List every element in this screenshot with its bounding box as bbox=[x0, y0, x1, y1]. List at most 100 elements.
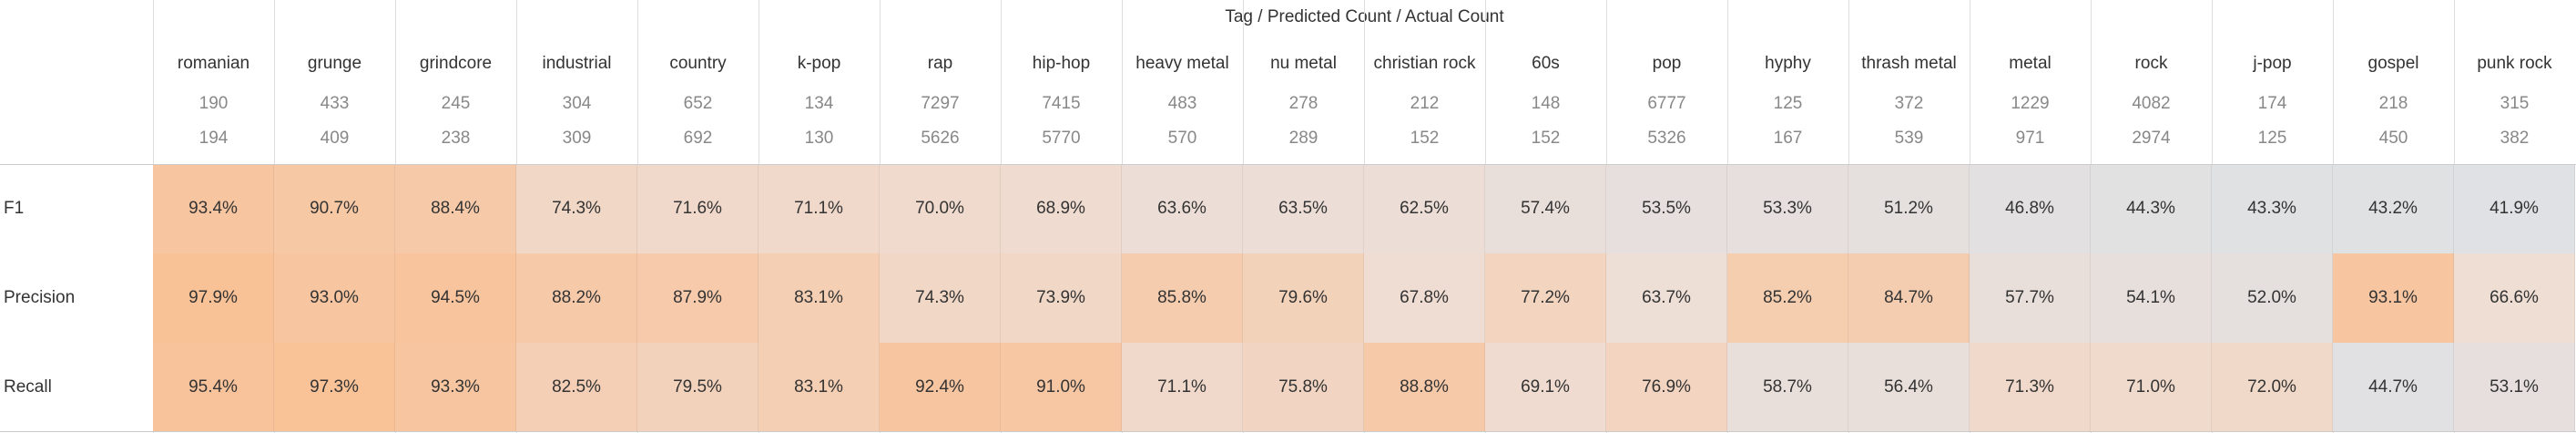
row-label: Precision bbox=[4, 288, 76, 307]
metric-cell: 51.2% bbox=[1848, 164, 1970, 253]
metric-cell: 97.9% bbox=[153, 253, 274, 343]
tag-label: j-pop bbox=[2253, 54, 2292, 73]
tag-label: hip-hop bbox=[1032, 54, 1091, 73]
bottom-rule bbox=[0, 431, 2576, 432]
metric-cell: 63.7% bbox=[1606, 253, 1727, 343]
metric-cell: 56.4% bbox=[1848, 343, 1970, 432]
predicted-count: 245 bbox=[441, 94, 471, 113]
predicted-count: 6777 bbox=[1647, 94, 1686, 113]
tag-label: thrash metal bbox=[1861, 54, 1957, 73]
actual-count: 289 bbox=[1288, 129, 1319, 148]
metric-cell: 71.1% bbox=[759, 164, 880, 253]
predicted-count: 218 bbox=[2378, 94, 2408, 113]
predicted-count: 1229 bbox=[2011, 94, 2050, 113]
metric-cell: 69.1% bbox=[1485, 343, 1606, 432]
metric-cell: 57.7% bbox=[1970, 253, 2091, 343]
actual-count: 309 bbox=[562, 129, 592, 148]
predicted-count: 134 bbox=[804, 94, 834, 113]
tag-label: k-pop bbox=[797, 54, 841, 73]
actual-count: 570 bbox=[1167, 129, 1197, 148]
actual-count: 539 bbox=[1894, 129, 1924, 148]
predicted-count: 278 bbox=[1288, 94, 1319, 113]
metric-cell: 53.1% bbox=[2454, 343, 2575, 432]
metric-cell: 71.6% bbox=[637, 164, 759, 253]
tag-label: gospel bbox=[2367, 54, 2419, 73]
metric-cell: 67.8% bbox=[1364, 253, 1485, 343]
predicted-count: 433 bbox=[320, 94, 350, 113]
metric-cell: 63.6% bbox=[1122, 164, 1243, 253]
predicted-count: 372 bbox=[1894, 94, 1924, 113]
tag-label: rap bbox=[927, 54, 953, 73]
metric-cell: 90.7% bbox=[274, 164, 395, 253]
actual-count: 5770 bbox=[1042, 129, 1081, 148]
metric-cell: 71.0% bbox=[2091, 343, 2212, 432]
actual-count: 5626 bbox=[921, 129, 960, 148]
metric-cell: 85.2% bbox=[1727, 253, 1848, 343]
actual-count: 238 bbox=[441, 129, 471, 148]
metric-cell: 70.0% bbox=[880, 164, 1001, 253]
metric-cell: 76.9% bbox=[1606, 343, 1727, 432]
metric-cell: 93.0% bbox=[274, 253, 395, 343]
metric-cell: 54.1% bbox=[2091, 253, 2212, 343]
tag-label: hyphy bbox=[1765, 54, 1811, 73]
metric-cell: 85.8% bbox=[1122, 253, 1243, 343]
metric-cell: 74.3% bbox=[516, 164, 637, 253]
metric-cell: 88.2% bbox=[516, 253, 637, 343]
row-label: Recall bbox=[4, 377, 52, 397]
metric-cell: 95.4% bbox=[153, 343, 274, 432]
tag-label: 60s bbox=[1532, 54, 1560, 73]
actual-count: 450 bbox=[2378, 129, 2408, 148]
actual-count: 5326 bbox=[1647, 129, 1686, 148]
actual-count: 125 bbox=[2257, 129, 2287, 148]
metric-cell: 88.8% bbox=[1364, 343, 1485, 432]
predicted-count: 315 bbox=[2500, 94, 2530, 113]
metric-cell: 63.5% bbox=[1243, 164, 1364, 253]
metric-cell: 72.0% bbox=[2212, 343, 2333, 432]
tag-label: romanian bbox=[177, 54, 250, 73]
metric-cell: 74.3% bbox=[880, 253, 1001, 343]
metric-cell: 44.7% bbox=[2333, 343, 2454, 432]
actual-count: 167 bbox=[1773, 129, 1803, 148]
metric-cell: 75.8% bbox=[1243, 343, 1364, 432]
metric-cell: 66.6% bbox=[2454, 253, 2575, 343]
predicted-count: 174 bbox=[2257, 94, 2287, 113]
metric-cell: 46.8% bbox=[1970, 164, 2091, 253]
metric-cell: 68.9% bbox=[1001, 164, 1122, 253]
metric-cell: 83.1% bbox=[759, 343, 880, 432]
metric-cell: 43.3% bbox=[2212, 164, 2333, 253]
metric-cell: 94.5% bbox=[395, 253, 516, 343]
metric-cell: 91.0% bbox=[1001, 343, 1122, 432]
actual-count: 194 bbox=[199, 129, 229, 148]
metric-cell: 41.9% bbox=[2454, 164, 2575, 253]
predicted-count: 483 bbox=[1167, 94, 1197, 113]
metric-cell: 53.3% bbox=[1727, 164, 1848, 253]
metric-cell: 77.2% bbox=[1485, 253, 1606, 343]
metric-cell: 92.4% bbox=[880, 343, 1001, 432]
metric-cell: 57.4% bbox=[1485, 164, 1606, 253]
predicted-count: 212 bbox=[1410, 94, 1440, 113]
tag-label: industrial bbox=[542, 54, 612, 73]
metric-cell: 73.9% bbox=[1001, 253, 1122, 343]
header-rule bbox=[0, 164, 2576, 165]
metric-cell: 43.2% bbox=[2333, 164, 2454, 253]
row-label: F1 bbox=[4, 199, 25, 218]
metric-cell: 88.4% bbox=[395, 164, 516, 253]
predicted-count: 4082 bbox=[2132, 94, 2171, 113]
metric-cell: 84.7% bbox=[1848, 253, 1970, 343]
metric-cell: 44.3% bbox=[2091, 164, 2212, 253]
metric-cell: 71.3% bbox=[1970, 343, 2091, 432]
tag-label: rock bbox=[2134, 54, 2168, 73]
tag-label: nu metal bbox=[1270, 54, 1337, 73]
actual-count: 382 bbox=[2500, 129, 2530, 148]
tag-label: grindcore bbox=[419, 54, 493, 73]
metric-cell: 79.6% bbox=[1243, 253, 1364, 343]
metric-cell: 52.0% bbox=[2212, 253, 2333, 343]
metric-cell: 62.5% bbox=[1364, 164, 1485, 253]
predicted-count: 652 bbox=[683, 94, 713, 113]
metric-cell: 97.3% bbox=[274, 343, 395, 432]
tag-label: heavy metal bbox=[1135, 54, 1229, 73]
tag-label: punk rock bbox=[2477, 54, 2552, 73]
metric-cell: 53.5% bbox=[1606, 164, 1727, 253]
tag-label: pop bbox=[1652, 54, 1682, 73]
metric-cell: 87.9% bbox=[637, 253, 759, 343]
